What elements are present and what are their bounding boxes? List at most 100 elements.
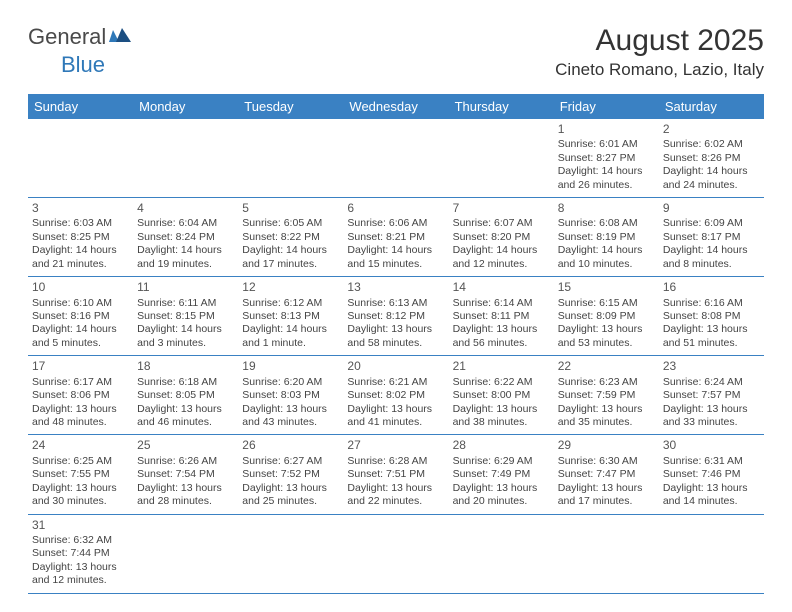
day-number: 11	[137, 280, 234, 295]
sunset-text: Sunset: 7:55 PM	[32, 468, 129, 481]
day-number: 5	[242, 201, 339, 216]
daylight-text: Daylight: 13 hours and 14 minutes.	[663, 482, 760, 509]
daylight-text: Daylight: 13 hours and 56 minutes.	[453, 323, 550, 350]
daylight-text: Daylight: 13 hours and 22 minutes.	[347, 482, 444, 509]
logo-text-2: Blue	[61, 52, 105, 78]
sunset-text: Sunset: 8:13 PM	[242, 310, 339, 323]
daylight-text: Daylight: 13 hours and 33 minutes.	[663, 403, 760, 430]
sunrise-text: Sunrise: 6:15 AM	[558, 297, 655, 310]
day-number: 9	[663, 201, 760, 216]
sunrise-text: Sunrise: 6:28 AM	[347, 455, 444, 468]
calendar-day: 12Sunrise: 6:12 AMSunset: 8:13 PMDayligh…	[238, 277, 343, 356]
sunset-text: Sunset: 7:44 PM	[32, 547, 129, 560]
day-number: 4	[137, 201, 234, 216]
logo-text-1: General	[28, 24, 106, 50]
calendar-day: 13Sunrise: 6:13 AMSunset: 8:12 PMDayligh…	[343, 277, 448, 356]
calendar-row: 1Sunrise: 6:01 AMSunset: 8:27 PMDaylight…	[28, 119, 764, 198]
calendar-day: 26Sunrise: 6:27 AMSunset: 7:52 PMDayligh…	[238, 435, 343, 514]
calendar-head: SundayMondayTuesdayWednesdayThursdayFrid…	[28, 94, 764, 119]
calendar-day: 22Sunrise: 6:23 AMSunset: 7:59 PMDayligh…	[554, 356, 659, 435]
sunset-text: Sunset: 8:12 PM	[347, 310, 444, 323]
flag-icon	[109, 24, 131, 50]
calendar-empty	[343, 119, 448, 198]
weekday-header: Tuesday	[238, 94, 343, 119]
sunset-text: Sunset: 8:03 PM	[242, 389, 339, 402]
calendar-day: 8Sunrise: 6:08 AMSunset: 8:19 PMDaylight…	[554, 198, 659, 277]
day-number: 2	[663, 122, 760, 137]
daylight-text: Daylight: 14 hours and 15 minutes.	[347, 244, 444, 271]
calendar-day: 5Sunrise: 6:05 AMSunset: 8:22 PMDaylight…	[238, 198, 343, 277]
calendar-empty	[133, 514, 238, 593]
day-number: 25	[137, 438, 234, 453]
sunset-text: Sunset: 8:22 PM	[242, 231, 339, 244]
day-number: 21	[453, 359, 550, 374]
day-number: 6	[347, 201, 444, 216]
sunrise-text: Sunrise: 6:31 AM	[663, 455, 760, 468]
calendar-day: 24Sunrise: 6:25 AMSunset: 7:55 PMDayligh…	[28, 435, 133, 514]
sunset-text: Sunset: 7:46 PM	[663, 468, 760, 481]
month-title: August 2025	[555, 24, 764, 58]
sunrise-text: Sunrise: 6:29 AM	[453, 455, 550, 468]
calendar-day: 17Sunrise: 6:17 AMSunset: 8:06 PMDayligh…	[28, 356, 133, 435]
sunset-text: Sunset: 8:24 PM	[137, 231, 234, 244]
sunrise-text: Sunrise: 6:18 AM	[137, 376, 234, 389]
location: Cineto Romano, Lazio, Italy	[555, 60, 764, 80]
sunrise-text: Sunrise: 6:21 AM	[347, 376, 444, 389]
daylight-text: Daylight: 14 hours and 5 minutes.	[32, 323, 129, 350]
sunset-text: Sunset: 7:47 PM	[558, 468, 655, 481]
sunrise-text: Sunrise: 6:11 AM	[137, 297, 234, 310]
calendar-day: 19Sunrise: 6:20 AMSunset: 8:03 PMDayligh…	[238, 356, 343, 435]
day-number: 17	[32, 359, 129, 374]
sunrise-text: Sunrise: 6:04 AM	[137, 217, 234, 230]
calendar-day: 28Sunrise: 6:29 AMSunset: 7:49 PMDayligh…	[449, 435, 554, 514]
sunset-text: Sunset: 8:19 PM	[558, 231, 655, 244]
daylight-text: Daylight: 14 hours and 12 minutes.	[453, 244, 550, 271]
sunset-text: Sunset: 7:51 PM	[347, 468, 444, 481]
sunrise-text: Sunrise: 6:27 AM	[242, 455, 339, 468]
day-number: 24	[32, 438, 129, 453]
daylight-text: Daylight: 13 hours and 51 minutes.	[663, 323, 760, 350]
calendar-empty	[28, 119, 133, 198]
day-number: 31	[32, 518, 129, 533]
calendar-empty	[449, 119, 554, 198]
calendar-day: 3Sunrise: 6:03 AMSunset: 8:25 PMDaylight…	[28, 198, 133, 277]
sunrise-text: Sunrise: 6:03 AM	[32, 217, 129, 230]
daylight-text: Daylight: 14 hours and 3 minutes.	[137, 323, 234, 350]
sunset-text: Sunset: 8:26 PM	[663, 152, 760, 165]
daylight-text: Daylight: 14 hours and 17 minutes.	[242, 244, 339, 271]
sunset-text: Sunset: 8:09 PM	[558, 310, 655, 323]
calendar-empty	[238, 514, 343, 593]
daylight-text: Daylight: 14 hours and 10 minutes.	[558, 244, 655, 271]
calendar-day: 9Sunrise: 6:09 AMSunset: 8:17 PMDaylight…	[659, 198, 764, 277]
sunset-text: Sunset: 7:54 PM	[137, 468, 234, 481]
daylight-text: Daylight: 13 hours and 30 minutes.	[32, 482, 129, 509]
daylight-text: Daylight: 14 hours and 26 minutes.	[558, 165, 655, 192]
sunset-text: Sunset: 8:08 PM	[663, 310, 760, 323]
day-number: 26	[242, 438, 339, 453]
sunset-text: Sunset: 8:11 PM	[453, 310, 550, 323]
calendar-day: 6Sunrise: 6:06 AMSunset: 8:21 PMDaylight…	[343, 198, 448, 277]
calendar-row: 17Sunrise: 6:17 AMSunset: 8:06 PMDayligh…	[28, 356, 764, 435]
sunrise-text: Sunrise: 6:30 AM	[558, 455, 655, 468]
calendar-day: 10Sunrise: 6:10 AMSunset: 8:16 PMDayligh…	[28, 277, 133, 356]
calendar-day: 2Sunrise: 6:02 AMSunset: 8:26 PMDaylight…	[659, 119, 764, 198]
daylight-text: Daylight: 13 hours and 58 minutes.	[347, 323, 444, 350]
daylight-text: Daylight: 14 hours and 21 minutes.	[32, 244, 129, 271]
day-number: 27	[347, 438, 444, 453]
sunset-text: Sunset: 8:27 PM	[558, 152, 655, 165]
calendar-empty	[238, 119, 343, 198]
sunset-text: Sunset: 7:59 PM	[558, 389, 655, 402]
calendar-day: 20Sunrise: 6:21 AMSunset: 8:02 PMDayligh…	[343, 356, 448, 435]
calendar-day: 31Sunrise: 6:32 AMSunset: 7:44 PMDayligh…	[28, 514, 133, 593]
calendar-row: 31Sunrise: 6:32 AMSunset: 7:44 PMDayligh…	[28, 514, 764, 593]
sunset-text: Sunset: 8:02 PM	[347, 389, 444, 402]
sunset-text: Sunset: 8:06 PM	[32, 389, 129, 402]
day-number: 22	[558, 359, 655, 374]
sunset-text: Sunset: 7:49 PM	[453, 468, 550, 481]
calendar-day: 7Sunrise: 6:07 AMSunset: 8:20 PMDaylight…	[449, 198, 554, 277]
calendar-row: 24Sunrise: 6:25 AMSunset: 7:55 PMDayligh…	[28, 435, 764, 514]
sunset-text: Sunset: 8:17 PM	[663, 231, 760, 244]
calendar-day: 23Sunrise: 6:24 AMSunset: 7:57 PMDayligh…	[659, 356, 764, 435]
sunrise-text: Sunrise: 6:06 AM	[347, 217, 444, 230]
calendar-empty	[659, 514, 764, 593]
